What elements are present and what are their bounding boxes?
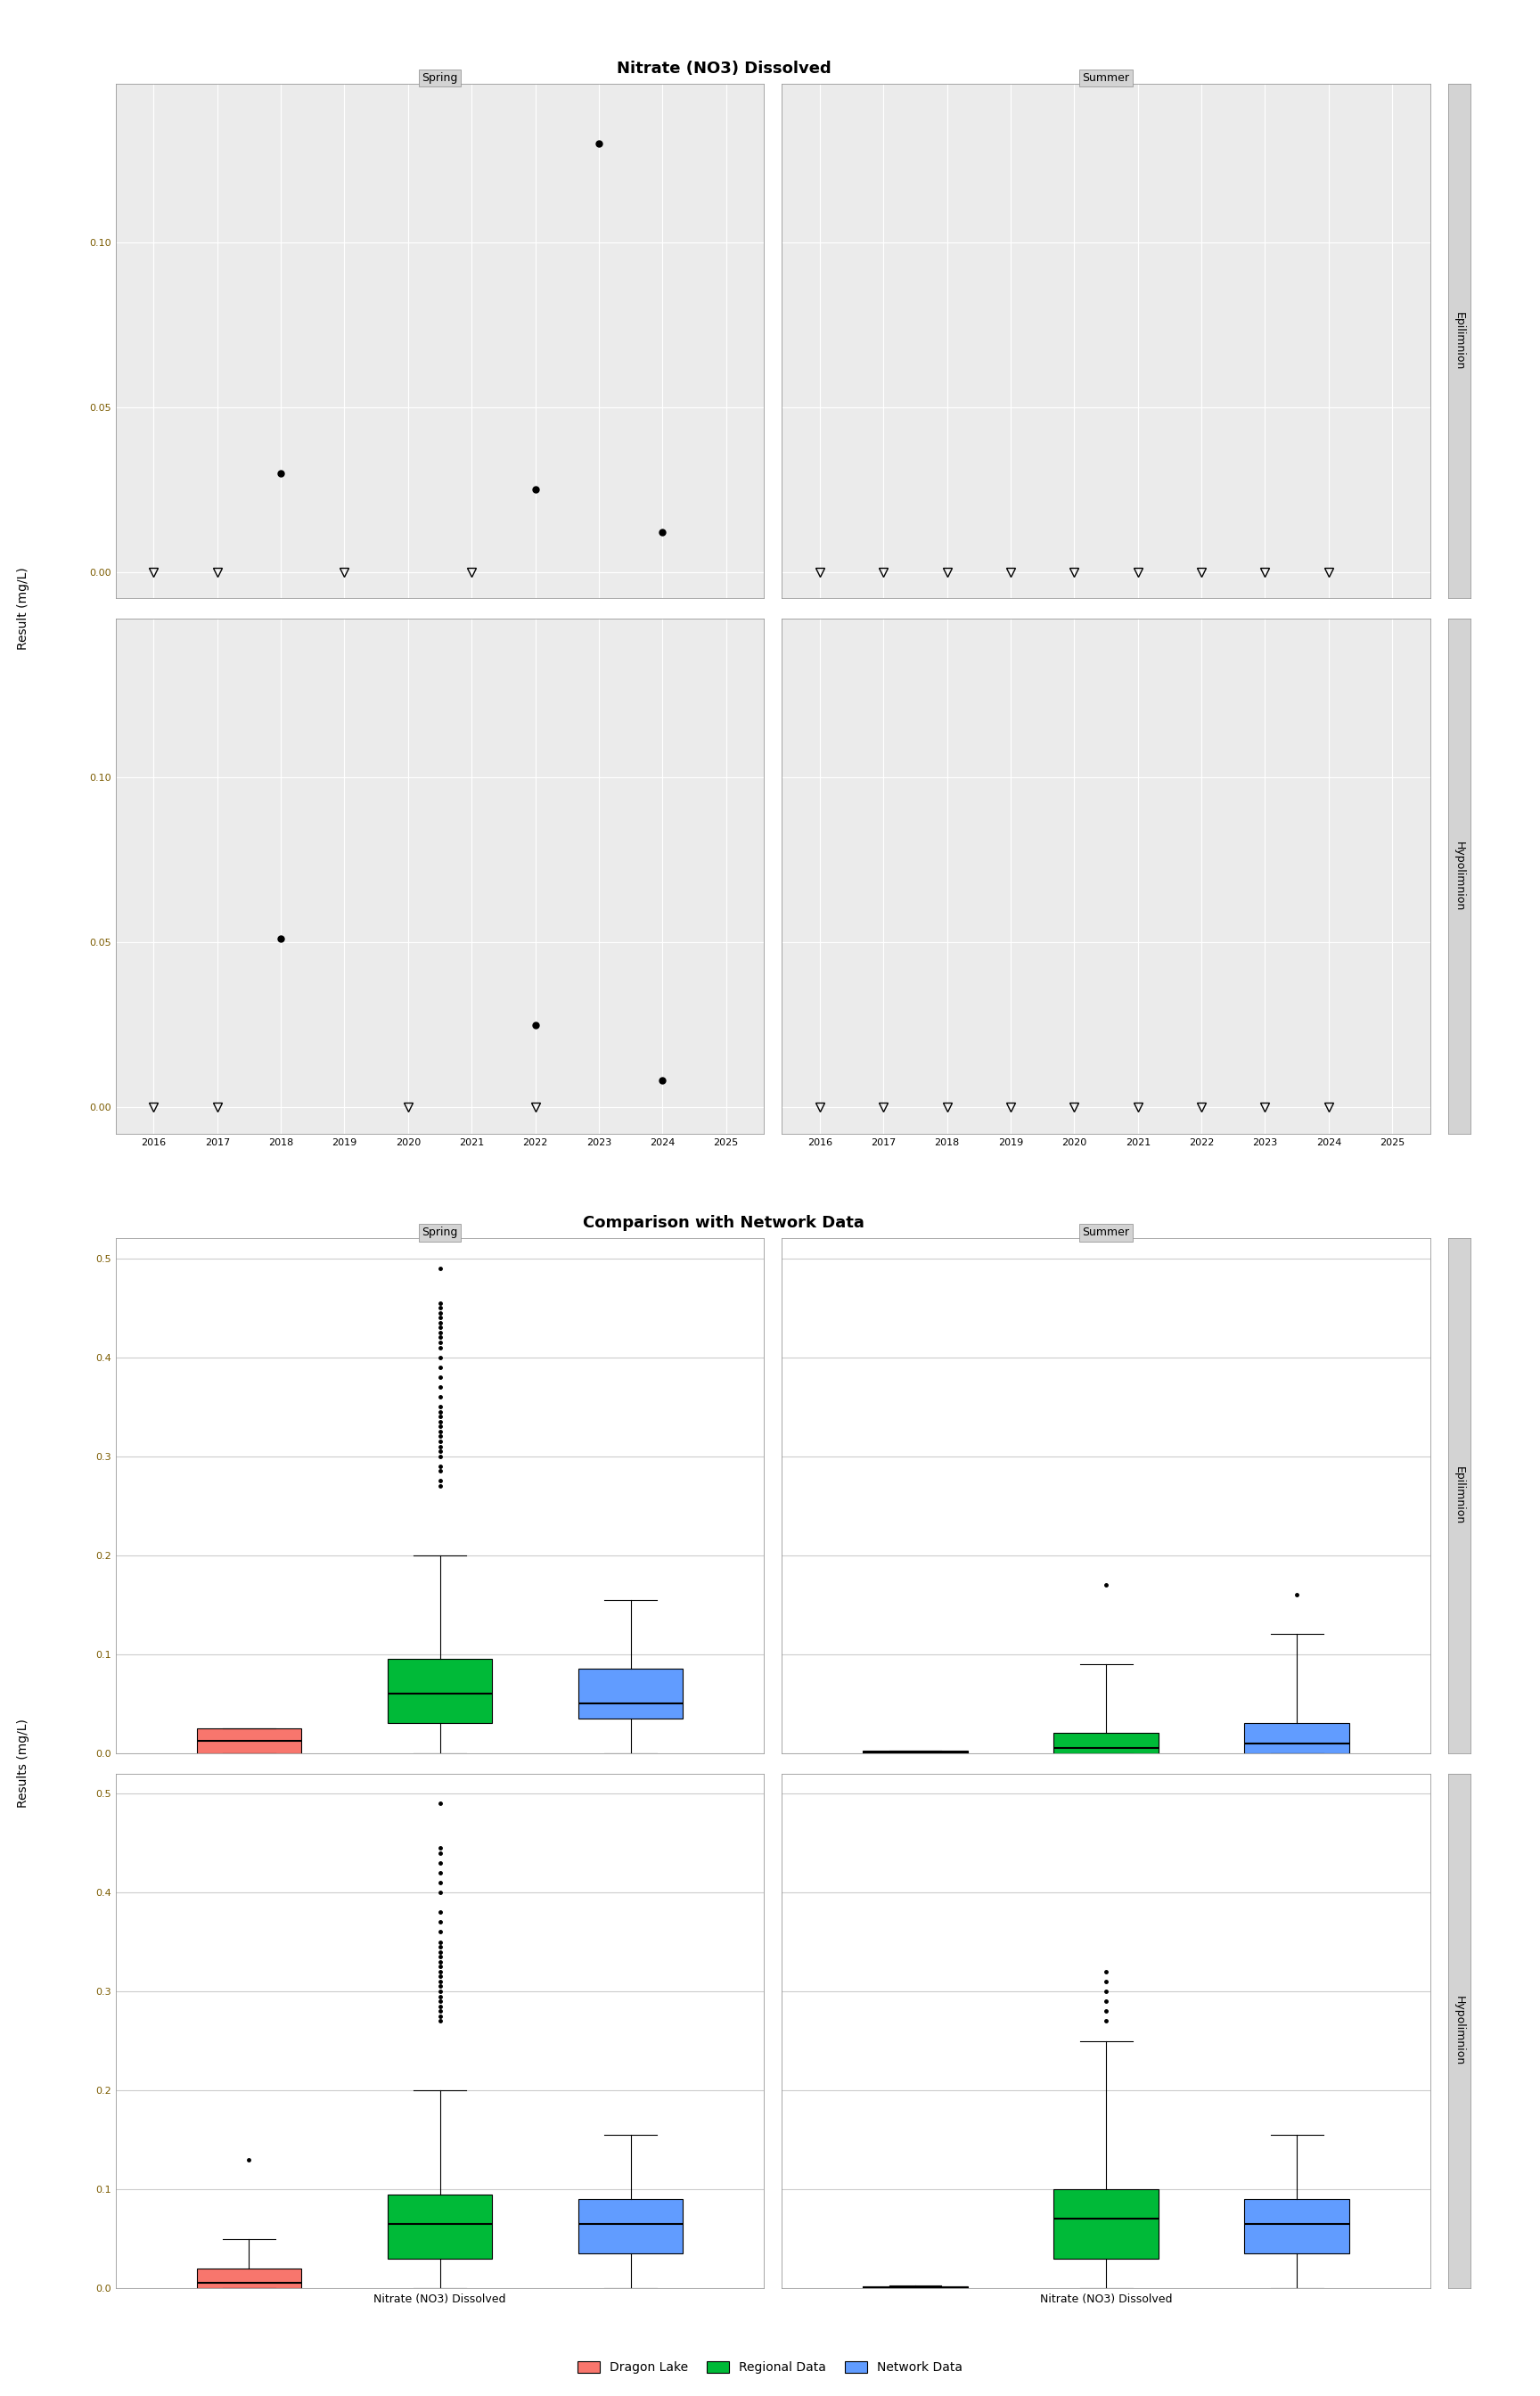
Text: Nitrate (NO3) Dissolved: Nitrate (NO3) Dissolved xyxy=(616,60,832,77)
Text: Result (mg/L): Result (mg/L) xyxy=(17,568,29,649)
X-axis label: Nitrate (NO3) Dissolved: Nitrate (NO3) Dissolved xyxy=(374,2293,507,2305)
Text: Summer: Summer xyxy=(1083,1227,1130,1239)
PathPatch shape xyxy=(197,2269,302,2288)
Text: Spring: Spring xyxy=(422,1227,457,1239)
PathPatch shape xyxy=(388,1658,493,1723)
Text: Epilimnion: Epilimnion xyxy=(1454,1466,1465,1524)
PathPatch shape xyxy=(1244,1723,1349,1754)
PathPatch shape xyxy=(197,1728,302,1754)
PathPatch shape xyxy=(388,2195,493,2259)
Text: Spring: Spring xyxy=(422,72,457,84)
Text: Hypolimnion: Hypolimnion xyxy=(1454,1996,1465,2065)
Text: Comparison with Network Data: Comparison with Network Data xyxy=(584,1215,864,1232)
Text: Results (mg/L): Results (mg/L) xyxy=(17,1718,29,1809)
PathPatch shape xyxy=(1053,2190,1158,2259)
PathPatch shape xyxy=(1053,1732,1158,1754)
Text: Hypolimnion: Hypolimnion xyxy=(1454,841,1465,910)
Text: Summer: Summer xyxy=(1083,72,1130,84)
Legend: Dragon Lake, Regional Data, Network Data: Dragon Lake, Regional Data, Network Data xyxy=(571,2355,969,2379)
Text: Epilimnion: Epilimnion xyxy=(1454,311,1465,371)
PathPatch shape xyxy=(1244,2200,1349,2255)
PathPatch shape xyxy=(578,1670,684,1718)
X-axis label: Nitrate (NO3) Dissolved: Nitrate (NO3) Dissolved xyxy=(1040,2293,1172,2305)
PathPatch shape xyxy=(578,2200,684,2255)
